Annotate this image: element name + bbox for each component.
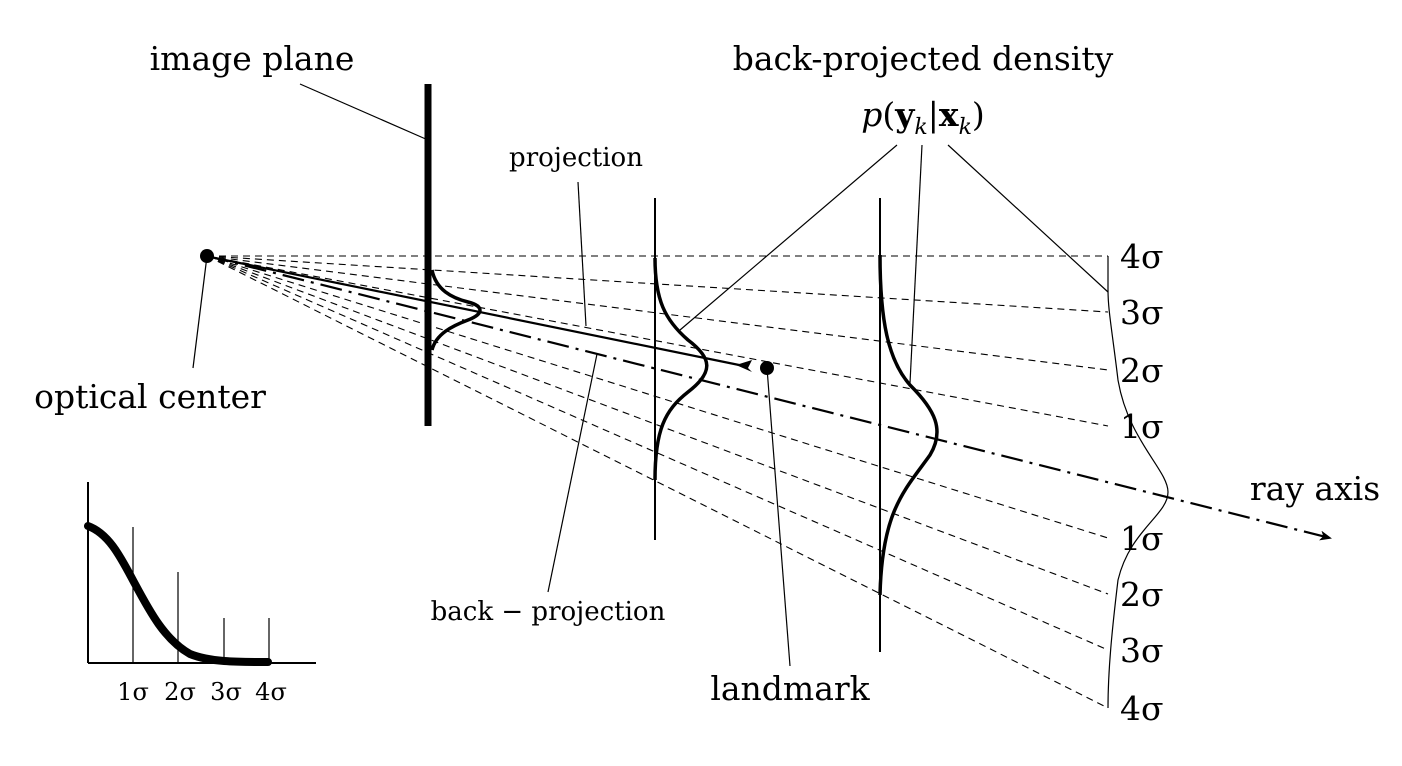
label-image-plane: image plane: [150, 39, 355, 78]
ray-3s-top: [206, 255, 1109, 313]
sigma-scale-labels: 4σ 3σ 2σ 1σ 1σ 2σ 3σ 4σ: [1120, 237, 1164, 728]
label-density-formula: p(yk|xk): [861, 95, 985, 140]
sigma-label: 1σ: [1120, 407, 1164, 446]
label-projection: projection: [509, 143, 643, 173]
sigma-label: 3σ: [1120, 293, 1164, 332]
ray-1s-bottom: [206, 255, 1109, 539]
sigma-label: 3σ: [1120, 631, 1164, 670]
leader-optical-center: [192, 255, 208, 369]
sigma-label: 2σ: [1120, 351, 1164, 390]
sigma-scale-bracket: [1107, 256, 1169, 709]
inset-tick-labels: 1σ 2σ 3σ 4σ: [117, 678, 287, 706]
ray-2s-bottom: [206, 255, 1109, 595]
sigma-rays: [206, 255, 1109, 709]
ray-3s-bottom: [206, 255, 1109, 651]
projection-density-curve: [653, 257, 709, 481]
leader-landmark: [766, 367, 791, 667]
projection-arrowhead: [736, 360, 752, 372]
inset-tick-label: 3σ: [210, 678, 242, 706]
label-landmark: landmark: [710, 669, 870, 708]
inset-tick-label: 1σ: [117, 678, 149, 706]
leader-image-plane: [299, 83, 429, 141]
backprojected-density-curve: [878, 254, 939, 596]
leader-density-1: [679, 144, 898, 331]
projection-ray: [214, 256, 745, 368]
optical-center-point: [200, 249, 214, 263]
sigma-label: 2σ: [1120, 575, 1164, 614]
leader-projection: [577, 181, 587, 327]
label-back-projected-density: back-projected density: [733, 39, 1114, 78]
inset-plot: [84, 482, 316, 666]
inset-falloff-curve: [84, 522, 272, 666]
sigma-label: 4σ: [1120, 237, 1164, 276]
label-ray-axis: ray axis: [1250, 469, 1380, 508]
label-optical-center: optical center: [34, 377, 266, 416]
sigma-label: 4σ: [1120, 689, 1164, 728]
leader-density-2: [909, 144, 923, 384]
leader-back-projection: [547, 353, 598, 593]
ray-1s-top: [206, 255, 1109, 427]
sigma-label: 1σ: [1120, 519, 1164, 558]
label-back-projection: back − projection: [431, 597, 666, 627]
inset-tick-label: 4σ: [255, 678, 287, 706]
image-plane-gaussian: [430, 269, 482, 351]
ray-4s-bottom: [206, 255, 1109, 709]
ray-2s-top: [206, 255, 1109, 371]
leader-density-3: [947, 144, 1109, 293]
inset-tick-label: 2σ: [164, 678, 196, 706]
